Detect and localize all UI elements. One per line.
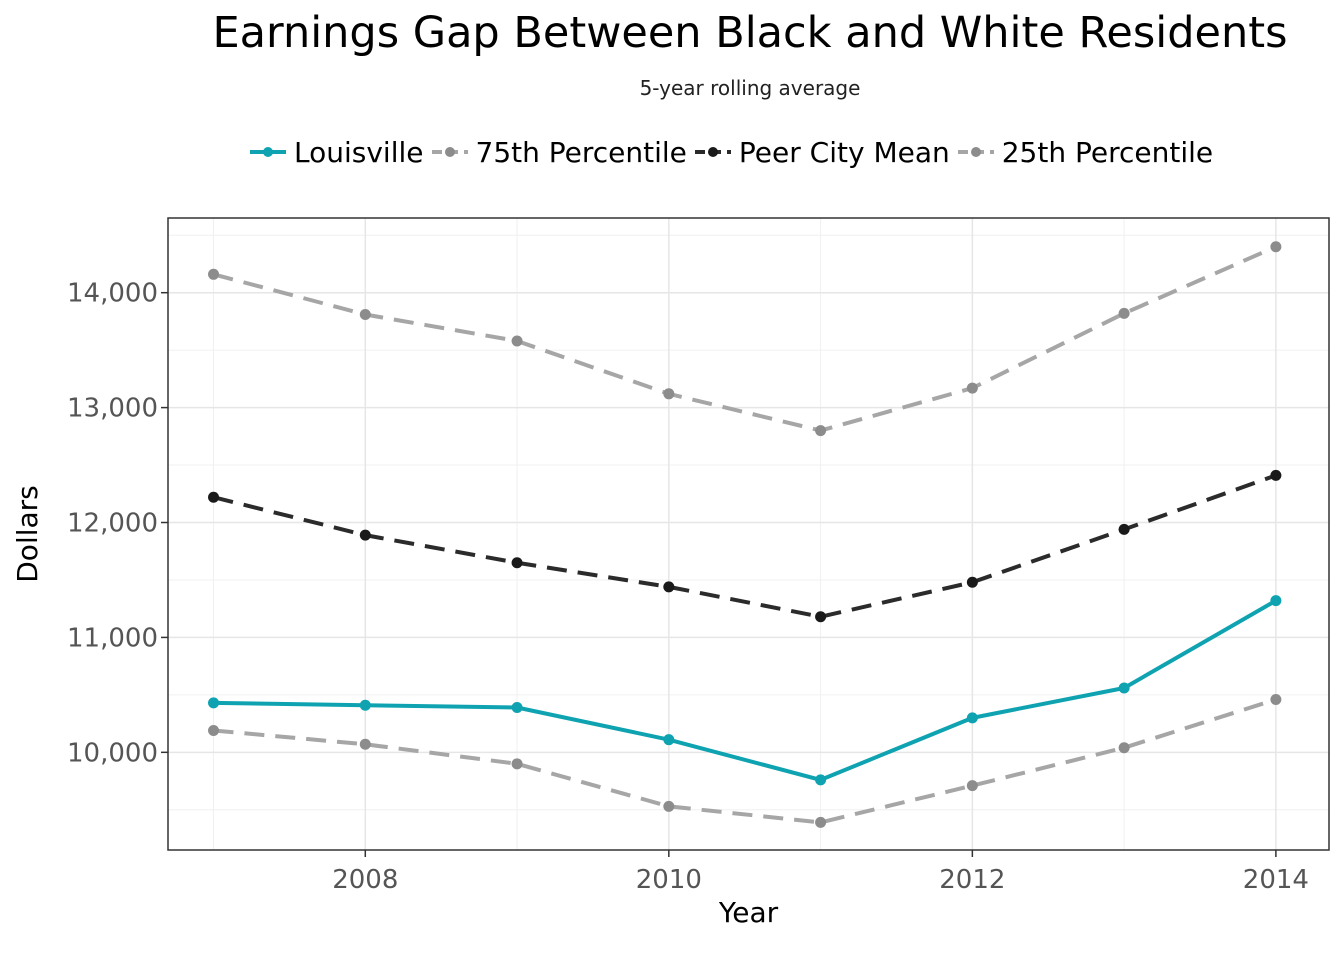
- data-point-75th-percentile: [1118, 307, 1130, 319]
- x-tick-label: 2012: [939, 865, 1005, 895]
- y-tick-label: 11,000: [67, 623, 158, 653]
- legend-label-peer-city-mean: Peer City Mean: [738, 135, 950, 169]
- series-line-louisville: [213, 598, 1277, 782]
- legend-key-75th-percentile: [431, 147, 468, 157]
- data-point-louisville: [511, 702, 523, 714]
- data-point-peer-city-mean: [663, 581, 675, 593]
- series-line-75th-percentile: [213, 244, 1277, 433]
- x-axis-title: Year: [718, 896, 779, 929]
- panel-border: [167, 217, 1330, 851]
- data-point-25th-percentile: [1118, 742, 1130, 754]
- y-tick-label: 10,000: [67, 738, 158, 768]
- legend-item-louisville: Louisville: [248, 136, 424, 169]
- y-tick-label: 13,000: [67, 394, 158, 424]
- data-point-peer-city-mean: [1118, 523, 1130, 535]
- x-tick-label: 2010: [636, 865, 702, 895]
- data-point-75th-percentile: [663, 388, 675, 400]
- legend: Louisville 75th Percentile Peer City Mea…: [248, 130, 1219, 174]
- data-point-peer-city-mean: [511, 557, 523, 569]
- data-point-louisville: [966, 712, 978, 724]
- grid-layer: [168, 218, 1329, 850]
- data-point-25th-percentile: [815, 816, 827, 828]
- series-line-25th-percentile: [213, 697, 1277, 825]
- y-tick-label: 14,000: [67, 279, 158, 309]
- data-point-louisville: [1118, 682, 1130, 694]
- legend-key-peer-city-mean: [694, 147, 731, 157]
- data-point-25th-percentile: [1270, 693, 1282, 705]
- x-tick-label: 2008: [332, 865, 398, 895]
- data-point-peer-city-mean: [208, 491, 220, 503]
- data-point-louisville: [359, 699, 371, 711]
- data-point-75th-percentile: [511, 335, 523, 347]
- data-point-25th-percentile: [663, 800, 675, 812]
- legend-label-25th-percentile: 25th Percentile: [1001, 135, 1214, 169]
- legend-label-louisville: Louisville: [294, 135, 424, 169]
- data-point-peer-city-mean: [966, 576, 978, 588]
- data-point-peer-city-mean: [1270, 469, 1282, 481]
- data-point-75th-percentile: [1270, 241, 1282, 253]
- data-point-75th-percentile: [359, 309, 371, 321]
- y-axis-title: Dollars: [11, 485, 44, 583]
- data-point-75th-percentile: [208, 268, 220, 280]
- data-point-louisville: [208, 697, 220, 709]
- legend-label-75th-percentile: 75th Percentile: [475, 135, 687, 169]
- chart-subtitle: 5-year rolling average: [639, 76, 861, 100]
- legend-item-peer-city-mean: Peer City Mean: [693, 136, 950, 169]
- data-point-25th-percentile: [511, 758, 523, 770]
- data-point-peer-city-mean: [359, 529, 371, 541]
- series-line-peer-city-mean: [213, 473, 1277, 619]
- data-point-peer-city-mean: [815, 611, 827, 623]
- x-tick-label: 2014: [1243, 865, 1309, 895]
- data-point-25th-percentile: [359, 738, 371, 750]
- legend-key-louisville: [250, 147, 286, 157]
- series-layer: [208, 241, 1282, 828]
- data-point-75th-percentile: [966, 382, 978, 394]
- data-point-louisville: [815, 774, 827, 786]
- data-point-louisville: [663, 734, 675, 746]
- data-point-75th-percentile: [815, 425, 827, 437]
- tick-layer: 2008 2010 2012 2014 10,000 11,000 12,000 13,000…: [67, 279, 1309, 895]
- data-point-louisville: [1270, 595, 1282, 607]
- legend-key-25th-percentile: [957, 147, 994, 157]
- legend-item-75th-percentile: 75th Percentile: [430, 136, 687, 169]
- chart-title: Earnings Gap Between Black and White Res…: [212, 8, 1288, 58]
- y-tick-label: 12,000: [67, 509, 158, 539]
- data-point-25th-percentile: [208, 724, 220, 736]
- data-point-25th-percentile: [966, 780, 978, 792]
- legend-item-25th-percentile: 25th Percentile: [956, 136, 1213, 169]
